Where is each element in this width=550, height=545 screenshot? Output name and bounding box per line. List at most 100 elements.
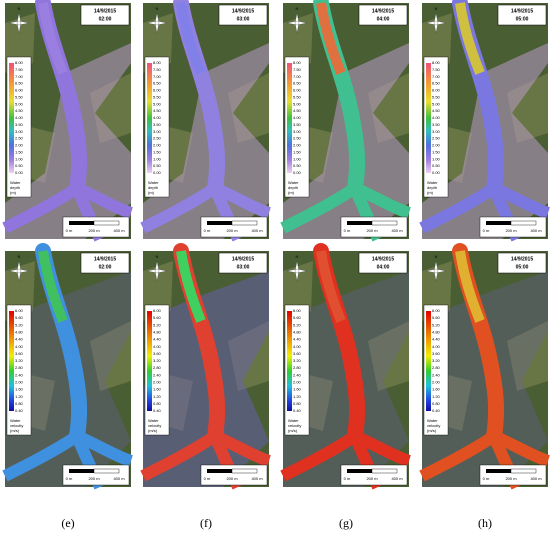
legend-tick-label: 4.80 [15,329,24,334]
legend-tick-label: 2.00 [153,379,162,384]
date-box [358,4,408,26]
legend-tick-label: 4.40 [153,337,162,342]
legend-tick-label: 1.20 [153,394,162,399]
time: 02:00 [99,264,112,270]
legend-tick-label: 6.00 [15,308,24,313]
legend-tick-label: 6.00 [15,88,24,93]
legend-tick-label: 5.60 [153,315,162,320]
north-label: N [156,6,159,11]
legend-tick-label: 0.00 [432,170,441,175]
legend-bar [147,63,152,173]
legend-tick-label: 0.80 [293,401,302,406]
legend-tick-label: 1.20 [15,394,24,399]
legend-tick-label: 0.80 [153,401,162,406]
scale-label: 400 m [113,228,125,233]
scale-box [62,216,130,238]
legend-tick-label: 6.50 [153,81,162,86]
legend-bar [426,63,431,173]
river-upper [176,2,206,75]
legend-tick-label: 5.20 [432,322,441,327]
legend-tick-label: 7.00 [432,74,441,79]
river-upper [455,2,485,75]
legend-title: Water velocity (m/s) [10,418,23,433]
legend-tick-label: 4.00 [432,115,441,120]
legend-tick-label: 4.00 [153,115,162,120]
legend-bar [9,311,14,411]
scale-label: 400 m [251,228,263,233]
flood-area [422,43,548,239]
legend-bar [426,311,431,411]
date-box [80,4,130,26]
north-label: N [296,6,299,11]
panel-label: (g) [339,516,353,530]
legend-tick-label: 1.20 [432,394,441,399]
north-arrow [286,260,308,282]
scale-bar-light [510,220,537,226]
legend-tick-label: 4.00 [153,344,162,349]
legend-tick-label: 3.20 [153,358,162,363]
time: 05:00 [516,16,529,22]
legend-tick-label: 0.00 [293,170,302,175]
scale-bar-light [93,220,120,226]
scale-label: 200 m [226,228,238,233]
legend-tick-label: 1.00 [15,156,24,161]
date-box [358,252,408,274]
legend-tick-label: 7.50 [15,67,24,72]
legend-tick-label: 3.20 [293,358,302,363]
legend-tick-label: 5.00 [153,101,162,106]
scale-label: 400 m [530,228,542,233]
flood-area [143,43,269,239]
legend-tick-label: 1.00 [153,156,162,161]
scale-label: 200 m [505,476,517,481]
legend-tick-label: 7.00 [15,74,24,79]
scale-box [340,216,408,238]
field-patch [143,261,269,431]
legend-tick-label: 0.80 [432,401,441,406]
legend-tick-label: 2.00 [15,143,24,148]
legend-tick-label: 6.50 [432,81,441,86]
legend-tick-label: 0.40 [293,408,302,413]
legend-tick-label: 7.00 [293,74,302,79]
legend-bar [9,63,14,173]
velocity-overlay [283,271,409,487]
date-box [497,252,547,274]
legend-tick-label: 1.00 [432,156,441,161]
legend-tick-label: 1.20 [293,394,302,399]
north-arrow [146,12,168,34]
scale-bar-light [231,220,258,226]
river-upper [316,2,346,75]
scale-label: 0 m [66,228,73,233]
velocity-overlay [422,271,548,487]
scale-label: 0 m [344,228,351,233]
scale-box [200,216,268,238]
date: 14/9/2015 [94,8,116,14]
legend-tick-label: 1.60 [153,387,162,392]
legend-tick-label: 2.40 [293,372,302,377]
scale-bar-light [231,468,258,474]
map-panel: N 14/9/2015 05:00 6.00 5.60 5.20 4.80 4.40 4.00 3… [419,243,550,490]
legend-tick-label: 2.50 [153,136,162,141]
legend-tick-label: 5.20 [15,322,24,327]
legend-tick-label: 5.50 [432,94,441,99]
legend-tick-label: 2.40 [432,372,441,377]
scale-bar-dark [207,221,232,225]
legend-tick-label: 4.80 [153,329,162,334]
panel-label: (e) [61,516,74,530]
time: 05:00 [516,264,529,270]
legend-tick-label: 5.50 [293,94,302,99]
legend-tick-label: 5.50 [153,94,162,99]
legend-tick-label: 3.20 [432,358,441,363]
legend-tick-label: 3.00 [153,129,162,134]
scale-label: 400 m [530,476,542,481]
legend-tick-label: 2.40 [15,372,24,377]
legend-tick-label: 5.60 [432,315,441,320]
scale-bar-dark [207,469,232,473]
velocity-overlay [143,271,269,487]
legend-tick-label: 3.00 [293,129,302,134]
legend-tick-label: 6.50 [293,81,302,86]
scale-label: 0 m [66,476,73,481]
scale-label: 400 m [391,476,403,481]
north-arrow [425,260,447,282]
scale-bar-dark [486,469,511,473]
